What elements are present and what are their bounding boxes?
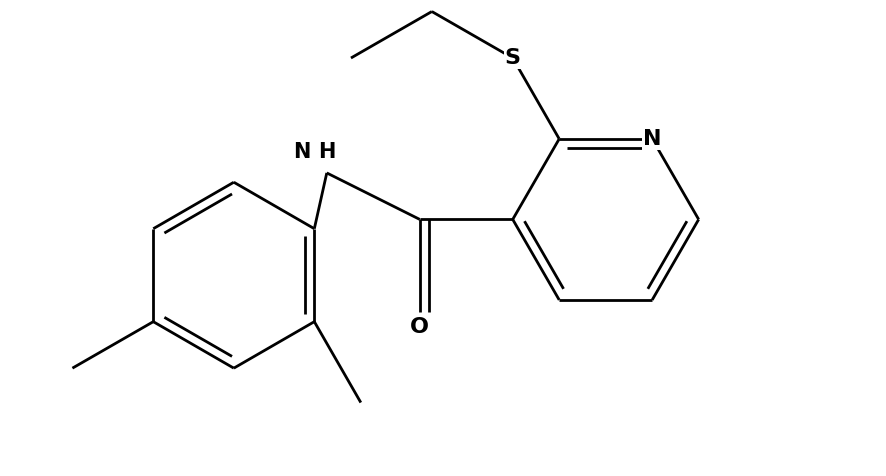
Text: N: N	[292, 142, 310, 162]
Text: S: S	[505, 48, 521, 68]
Text: H: H	[318, 142, 336, 162]
Text: N: N	[643, 129, 662, 149]
Text: O: O	[410, 317, 429, 337]
